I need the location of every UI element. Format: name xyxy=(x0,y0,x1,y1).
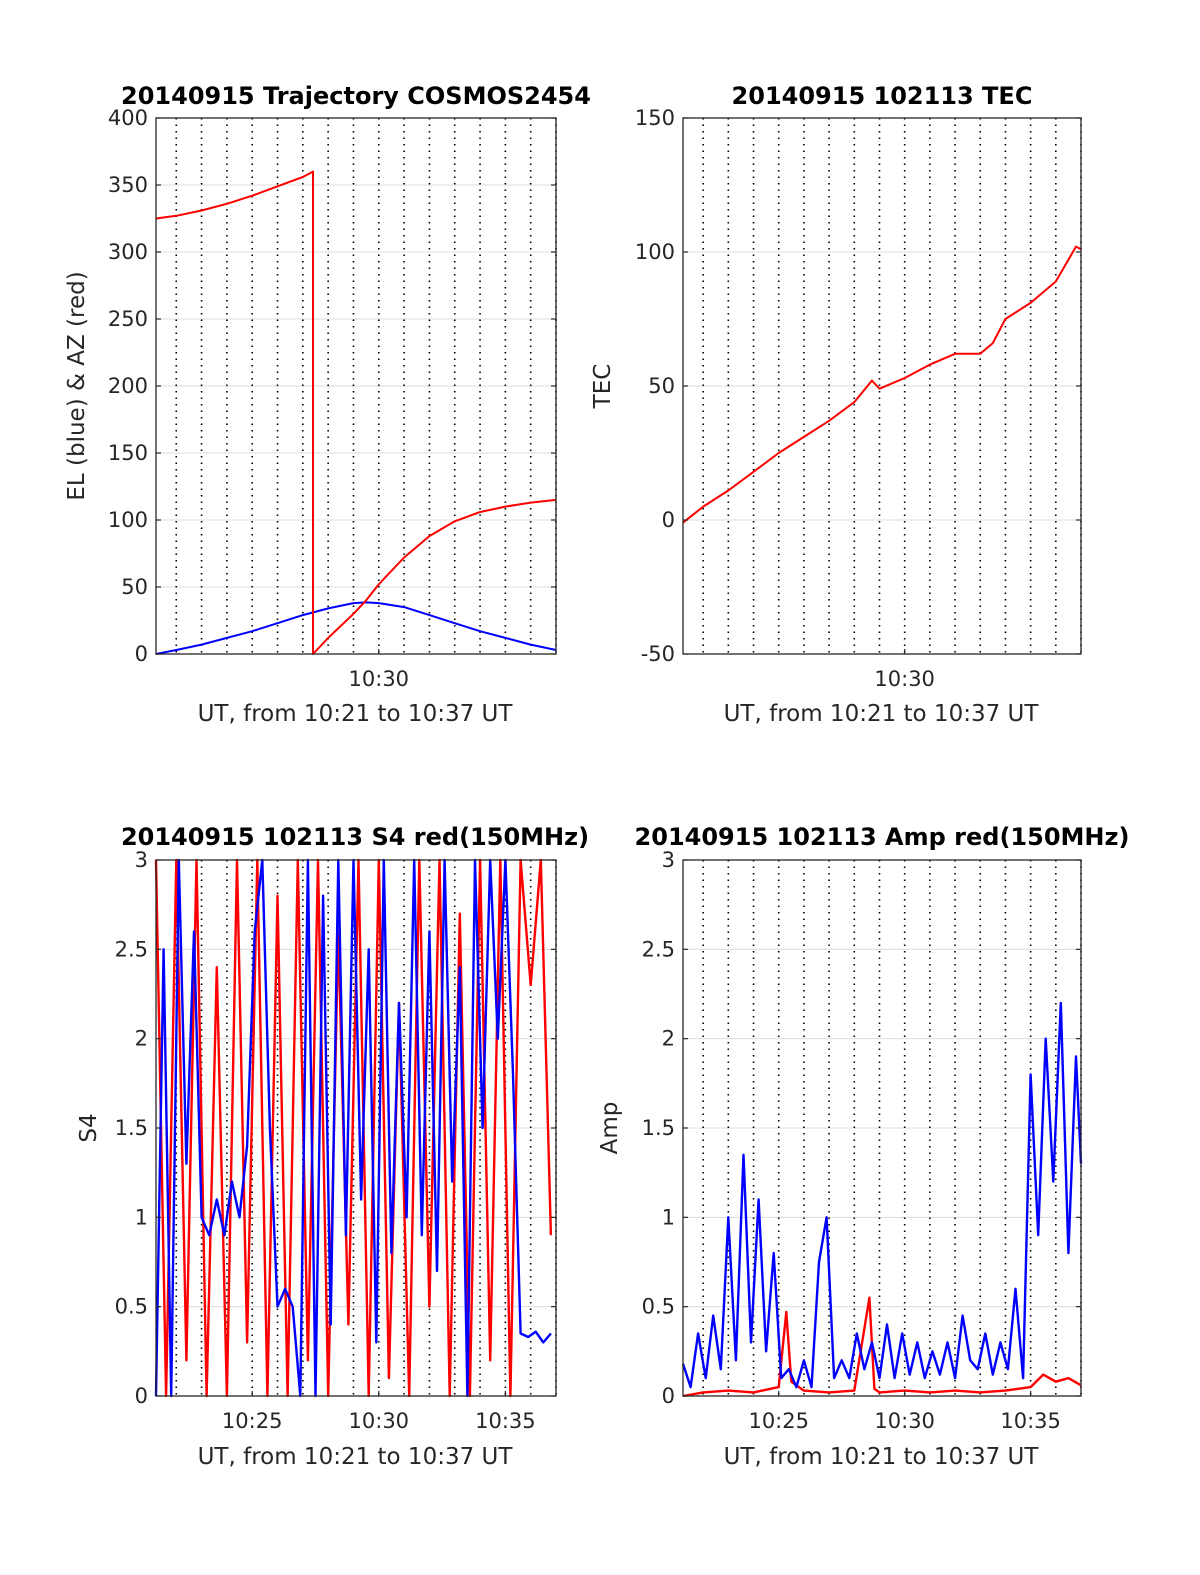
trajectory-series-0 xyxy=(155,601,557,655)
tec-ytick-label-1: 0 xyxy=(662,508,675,532)
trajectory-ytick-label-5: 250 xyxy=(108,307,148,331)
tec-ytick-label-3: 100 xyxy=(635,240,675,264)
amp-panel: 20140915 102113 Amp red(150MHz) UT, from… xyxy=(597,823,1129,1470)
s4-title: 20140915 102113 S4 red(150MHz) xyxy=(121,823,589,851)
s4-ytick-label-1: 0.5 xyxy=(115,1295,148,1319)
trajectory-ytick-label-8: 400 xyxy=(108,106,148,130)
tec-xtick-label-0: 10:30 xyxy=(874,667,935,691)
s4-ytick-label-3: 1.5 xyxy=(115,1116,148,1140)
amp-series-0 xyxy=(682,1296,1082,1398)
tec-panel: 20140915 102113 TEC UT, from 10:21 to 10… xyxy=(590,82,1082,727)
amp-xlabel: UT, from 10:21 to 10:37 UT xyxy=(724,1444,1040,1470)
amp-ytick-label-6: 3 xyxy=(662,848,675,872)
s4-panel: 20140915 102113 S4 red(150MHz) UT, from … xyxy=(76,823,589,1470)
trajectory-ytick-label-2: 100 xyxy=(108,508,148,532)
amp-xtick-label-1: 10:30 xyxy=(874,1409,935,1433)
trajectory-ytick-label-3: 150 xyxy=(108,441,148,465)
amp-ytick-label-5: 2.5 xyxy=(642,937,675,961)
tec-ylabel: TEC xyxy=(590,364,616,410)
trajectory-ytick-label-0: 0 xyxy=(135,642,148,666)
tec-ytick-label-0: -50 xyxy=(641,642,675,666)
trajectory-ytick-label-4: 200 xyxy=(108,374,148,398)
amp-ylabel: Amp xyxy=(597,1102,623,1155)
s4-ytick-label-0: 0 xyxy=(135,1384,148,1408)
tec-ytick-label-2: 50 xyxy=(648,374,675,398)
s4-xlabel: UT, from 10:21 to 10:37 UT xyxy=(198,1444,514,1470)
trajectory-xtick-label-0: 10:30 xyxy=(349,667,410,691)
s4-ytick-label-5: 2.5 xyxy=(115,937,148,961)
trajectory-ytick-label-6: 300 xyxy=(108,240,148,264)
amp-xtick-label-0: 10:25 xyxy=(748,1409,809,1433)
s4-xtick-label-2: 10:35 xyxy=(475,1409,536,1433)
trajectory-ylabel: EL (blue) & AZ (red) xyxy=(64,271,90,500)
s4-xtick-label-0: 10:25 xyxy=(222,1409,283,1433)
trajectory-series-1 xyxy=(155,170,557,655)
amp-series-1 xyxy=(681,1001,1083,1389)
s4-ytick-label-4: 2 xyxy=(135,1027,148,1051)
tec-xlabel: UT, from 10:21 to 10:37 UT xyxy=(724,701,1040,727)
amp-ytick-label-2: 1 xyxy=(662,1205,675,1229)
amp-ytick-label-1: 0.5 xyxy=(642,1295,675,1319)
trajectory-ytick-label-1: 50 xyxy=(121,575,148,599)
tec-ytick-label-4: 150 xyxy=(635,106,675,130)
s4-ylabel: S4 xyxy=(76,1113,102,1142)
s4-ytick-label-6: 3 xyxy=(135,848,148,872)
s4-series-0 xyxy=(154,858,553,1398)
amp-ytick-label-4: 2 xyxy=(662,1027,675,1051)
amp-ytick-label-0: 0 xyxy=(662,1384,675,1408)
tec-title: 20140915 102113 TEC xyxy=(732,82,1033,110)
s4-ytick-label-2: 1 xyxy=(135,1205,148,1229)
amp-ytick-label-3: 1.5 xyxy=(642,1116,675,1140)
tec-series-0 xyxy=(682,245,1082,524)
trajectory-xlabel: UT, from 10:21 to 10:37 UT xyxy=(198,701,514,727)
amp-title: 20140915 102113 Amp red(150MHz) xyxy=(635,823,1130,851)
amp-xtick-label-2: 10:35 xyxy=(1000,1409,1061,1433)
trajectory-ytick-label-7: 350 xyxy=(108,173,148,197)
trajectory-panel: 20140915 Trajectory COSMOS2454 UT, from … xyxy=(64,82,591,727)
trajectory-title: 20140915 Trajectory COSMOS2454 xyxy=(121,82,591,110)
s4-xtick-label-1: 10:30 xyxy=(349,1409,410,1433)
